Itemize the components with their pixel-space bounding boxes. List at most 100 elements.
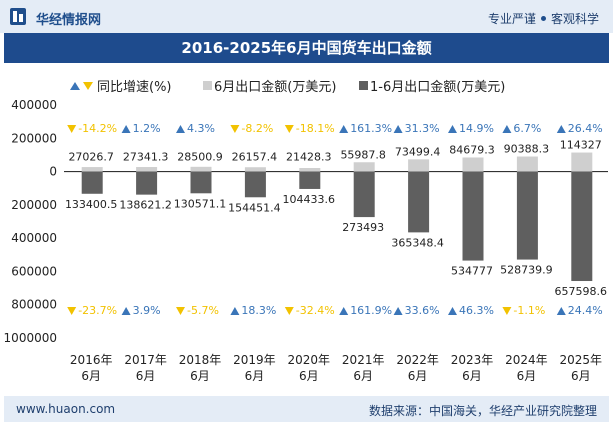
ytd-bar bbox=[244, 171, 266, 198]
footer-bar: www.huaon.com 数据来源：中国海关，华经产业研究院整理 bbox=[4, 396, 609, 422]
ytd-growth-label: 3.9% bbox=[133, 304, 161, 317]
x-category-label: 2024年 bbox=[505, 353, 548, 367]
ytd-growth-label: 24.4% bbox=[568, 304, 603, 317]
y-tick-label: 200000 bbox=[11, 198, 57, 212]
x-category-label: 6月 bbox=[136, 369, 156, 383]
june-bar bbox=[244, 167, 266, 172]
june-bar bbox=[136, 167, 158, 172]
ytd-bar bbox=[190, 171, 212, 194]
x-category-label: 6月 bbox=[462, 369, 482, 383]
ytd-growth-down-triangle-icon bbox=[67, 307, 77, 315]
ytd-growth-label: 161.9% bbox=[350, 304, 392, 317]
x-category-label: 6月 bbox=[517, 369, 537, 383]
ytd-value-label: 528739.9 bbox=[500, 264, 553, 277]
legend-ytd-swatch bbox=[359, 81, 368, 90]
ytd-growth-label: -1.1% bbox=[513, 304, 545, 317]
ytd-value-label: 534777 bbox=[451, 265, 493, 278]
june-value-label: 73499.4 bbox=[395, 145, 441, 158]
ytd-bar bbox=[299, 171, 321, 189]
june-bar bbox=[571, 152, 593, 172]
june-value-label: 27026.7 bbox=[68, 151, 114, 164]
ytd-bar bbox=[462, 171, 484, 261]
data-source: 数据来源：中国海关，华经产业研究院整理 bbox=[368, 404, 597, 418]
ytd-growth-up-triangle-icon bbox=[121, 307, 131, 315]
legend-ytd-label: 1-6月出口金额(万美元) bbox=[370, 79, 505, 95]
ytd-growth-label: -32.4% bbox=[296, 304, 335, 317]
june-growth-up-triangle-icon bbox=[121, 125, 131, 133]
site-url: www.huaon.com bbox=[16, 402, 116, 416]
x-category-label: 2019年 bbox=[233, 353, 276, 367]
chart-title: 2016-2025年6月中国货车出口金额 bbox=[181, 39, 432, 57]
june-growth-label: 31.3% bbox=[405, 122, 440, 135]
x-category-label: 2016年 bbox=[70, 353, 113, 367]
legend-june-swatch bbox=[203, 81, 212, 90]
ytd-growth-down-triangle-icon bbox=[176, 307, 185, 315]
june-value-label: 21428.3 bbox=[286, 151, 332, 164]
ytd-value-label: 138621.2 bbox=[119, 199, 172, 212]
y-tick-label: 600000 bbox=[11, 264, 57, 278]
june-growth-label: -14.2% bbox=[78, 122, 117, 135]
legend-up-triangle-icon bbox=[70, 82, 80, 90]
ytd-growth-up-triangle-icon bbox=[556, 307, 566, 315]
june-growth-label: -8.2% bbox=[241, 122, 273, 135]
june-growth-label: 4.3% bbox=[187, 122, 215, 135]
june-value-label: 90388.3 bbox=[504, 143, 550, 156]
y-tick-label: 400000 bbox=[11, 98, 57, 112]
chart: 400000 200000 0 200000 400000 600000 800000 100… bbox=[4, 79, 608, 383]
june-bar bbox=[353, 162, 375, 172]
june-growth-up-triangle-icon bbox=[393, 125, 403, 133]
ytd-growth-label: 33.6% bbox=[405, 304, 440, 317]
june-growth-down-triangle-icon bbox=[230, 125, 240, 133]
ytd-growth-label: 46.3% bbox=[459, 304, 494, 317]
ytd-growth-up-triangle-icon bbox=[393, 307, 403, 315]
ytd-growth-down-triangle-icon bbox=[284, 307, 294, 315]
x-category-label: 6月 bbox=[299, 369, 319, 383]
title-bar: 2016-2025年6月中国货车出口金额 bbox=[4, 33, 609, 63]
y-tick-label: 800000 bbox=[11, 298, 57, 312]
june-growth-down-triangle-icon bbox=[67, 125, 77, 133]
ytd-growth-label: -23.7% bbox=[78, 304, 117, 317]
ytd-growth-up-triangle-icon bbox=[448, 307, 457, 315]
x-category-label: 2023年 bbox=[451, 353, 494, 367]
june-growth-label: 6.7% bbox=[513, 122, 541, 135]
x-category-label: 6月 bbox=[408, 369, 428, 383]
slogan-right: 客观科学 bbox=[550, 12, 599, 26]
june-growth-label: 1.2% bbox=[133, 122, 161, 135]
ytd-bar bbox=[571, 171, 593, 282]
x-category-label: 2017年 bbox=[124, 353, 167, 367]
june-growth-down-triangle-icon bbox=[284, 125, 294, 133]
ytd-value-label: 133400.5 bbox=[65, 198, 118, 211]
header-bar: 华经情报网 专业严谨 客观科学 bbox=[0, 0, 613, 33]
june-growth-up-triangle-icon bbox=[556, 125, 566, 133]
x-category-label: 2018年 bbox=[179, 353, 222, 367]
ytd-bar bbox=[516, 171, 538, 260]
june-value-label: 55987.8 bbox=[340, 148, 386, 161]
legend-june-label: 6月出口金额(万美元) bbox=[214, 79, 336, 95]
x-category-label: 2025年 bbox=[560, 353, 603, 367]
june-bar bbox=[299, 168, 321, 172]
ytd-growth-label: 18.3% bbox=[241, 304, 276, 317]
ytd-bar bbox=[81, 171, 103, 194]
june-growth-label: 26.4% bbox=[568, 122, 603, 135]
y-tick-label: 0 bbox=[49, 165, 57, 179]
june-growth-label: -18.1% bbox=[296, 122, 335, 135]
legend-growth-label: 同比增速(%) bbox=[97, 80, 172, 95]
june-bar bbox=[462, 157, 484, 172]
x-category-label: 6月 bbox=[353, 369, 373, 383]
june-value-label: 114327 bbox=[560, 139, 602, 152]
june-value-label: 27341.3 bbox=[123, 151, 169, 164]
x-category-label: 6月 bbox=[245, 369, 265, 383]
june-growth-up-triangle-icon bbox=[339, 125, 349, 133]
june-bar bbox=[516, 156, 538, 172]
june-growth-up-triangle-icon bbox=[502, 125, 512, 133]
x-category-label: 2020年 bbox=[288, 353, 331, 367]
slogan-left: 专业严谨 bbox=[487, 12, 536, 26]
june-bar bbox=[190, 166, 212, 172]
slogan: 专业严谨 客观科学 bbox=[488, 10, 599, 27]
x-category-label: 2021年 bbox=[342, 353, 385, 367]
ytd-bar bbox=[353, 171, 375, 218]
ytd-bar bbox=[136, 171, 158, 195]
june-value-label: 84679.3 bbox=[449, 143, 495, 156]
ytd-value-label: 154451.4 bbox=[228, 201, 281, 214]
x-category-label: 6月 bbox=[81, 369, 101, 383]
